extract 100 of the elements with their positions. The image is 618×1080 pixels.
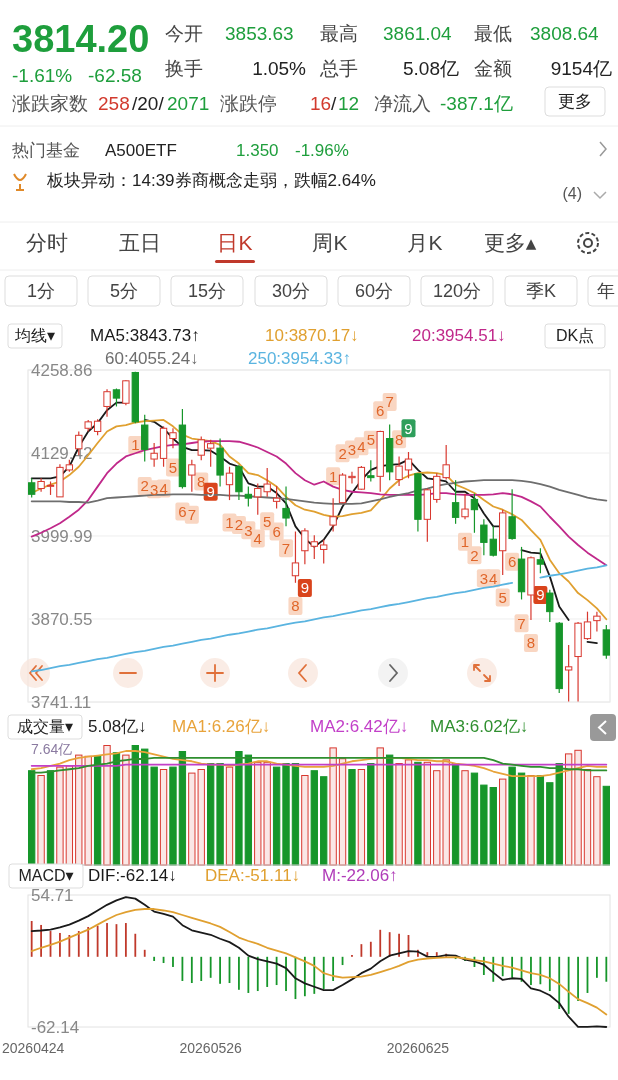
annotation: 2 [140, 477, 149, 495]
text: 今开 [165, 23, 203, 44]
annotation: 4 [357, 437, 366, 455]
text: 3814.20 [12, 18, 150, 60]
text: 净流入 [374, 93, 431, 114]
annotation: 1 [460, 533, 470, 551]
text: 12 [338, 93, 360, 114]
text: 最高 [320, 23, 358, 44]
text: /20/ [132, 93, 165, 114]
text: 年 [597, 281, 615, 301]
annotation: 5 [498, 588, 507, 606]
annotation: 7 [281, 539, 291, 557]
series-label: MA1:6.26亿↓ [172, 717, 271, 736]
annotation: 5 [263, 512, 272, 530]
series-label: MA2:6.42亿↓ [310, 717, 409, 736]
annotation: 9 [536, 586, 545, 604]
x-tick-label: 20260625 [386, 1040, 450, 1056]
annotation: 7.64亿 [31, 741, 73, 757]
annotation: 7 [385, 393, 394, 411]
text: 250:3954.33↑ [248, 349, 352, 368]
text: 3808.64 [530, 23, 600, 44]
text: M:-22.06↑ [322, 866, 398, 885]
text: (4) [562, 185, 582, 202]
annotation: 6 [272, 522, 281, 540]
annotation: 5 [366, 431, 375, 449]
text: 5.08亿↓ [88, 717, 147, 736]
text: 涨跌家数 [12, 93, 88, 114]
y-tick-label: 4258.86 [31, 361, 93, 381]
text: 周K [312, 231, 348, 254]
text: 3853.63 [225, 23, 294, 44]
text: MA5:3843.73↑ [90, 326, 200, 345]
text: 2071 [167, 93, 210, 114]
annotation: 7 [187, 506, 196, 524]
annotation: 4 [253, 529, 262, 547]
annotation: 9 [300, 579, 310, 597]
text: 1分 [26, 281, 56, 301]
text: -62.58 [88, 65, 142, 86]
text: 5分 [109, 281, 139, 301]
text: 涨跌停 [220, 93, 277, 114]
text: 1.350 [236, 141, 279, 160]
text: 均线▾ [13, 327, 56, 344]
annotation: 3 [149, 480, 159, 498]
text: 10:3870.17↓ [265, 326, 359, 345]
annotation: 3 [347, 440, 357, 458]
text: 更多 [558, 92, 592, 111]
text: 3861.04 [383, 23, 453, 44]
text: 日K [217, 231, 253, 254]
annotation: 5 [168, 458, 178, 476]
text: 120分 [432, 281, 482, 301]
text: 9154亿 [550, 58, 612, 79]
annotation: 9 [206, 483, 215, 501]
annotation: 7 [517, 614, 526, 632]
series-label: DIF:-62.14↓ [88, 866, 177, 885]
annotation: 2 [470, 546, 479, 564]
text: 5.08亿 [403, 58, 459, 79]
text: MACD▾ [18, 867, 74, 884]
text: -1.96% [295, 141, 349, 160]
text: 五日 [119, 231, 161, 254]
text: 板块异动：14:39券商概念走弱，跌幅2.64% [46, 171, 376, 190]
text: A500ETF [105, 141, 177, 160]
text: 月K [407, 231, 443, 254]
annotation: 8 [197, 472, 206, 490]
text: / [331, 93, 337, 114]
y-tick-label: 3741.11 [31, 693, 92, 713]
x-tick-label: 20260526 [179, 1040, 243, 1056]
text: 季K [525, 281, 557, 301]
annotation: 1 [328, 467, 338, 485]
annotation: 6 [376, 401, 385, 419]
text: 金额 [474, 58, 512, 79]
text: 总手 [319, 58, 358, 79]
annotation: 2 [234, 516, 244, 534]
y-tick-label: 3999.99 [31, 527, 93, 547]
series-label: MA3:6.02亿↓ [430, 717, 529, 736]
text: 30分 [271, 281, 311, 301]
x-tick-label: 20260424 [2, 1040, 65, 1056]
text: DK点 [555, 327, 595, 344]
text: DEA:-51.11↓ [205, 866, 301, 885]
annotation: 1 [131, 436, 140, 454]
annotation: 1 [225, 513, 234, 531]
text: 成交量▾ [16, 718, 74, 735]
text: 1.05% [252, 58, 307, 79]
text: -1.61% [12, 65, 73, 86]
annotation: 8 [526, 634, 536, 652]
text: 258 [98, 93, 130, 114]
text: 分时 [26, 231, 68, 254]
annotation: 9 [404, 419, 413, 437]
annotation: 3 [479, 569, 489, 587]
text: -387.1亿 [440, 93, 513, 114]
annotation: 8 [291, 597, 300, 615]
text: 20:3954.51↓ [412, 326, 506, 345]
annotation: 4 [159, 479, 168, 497]
annotation: 2 [338, 444, 347, 462]
text: 60:4055.24↓ [105, 349, 199, 368]
text: 16 [310, 93, 332, 114]
text: 60分 [354, 281, 394, 301]
text: 热门基金 [12, 141, 80, 160]
text: 15分 [187, 281, 227, 301]
y-tick-label: 3870.55 [31, 610, 93, 630]
text: 换手 [165, 58, 203, 79]
text: 最低 [474, 23, 512, 44]
